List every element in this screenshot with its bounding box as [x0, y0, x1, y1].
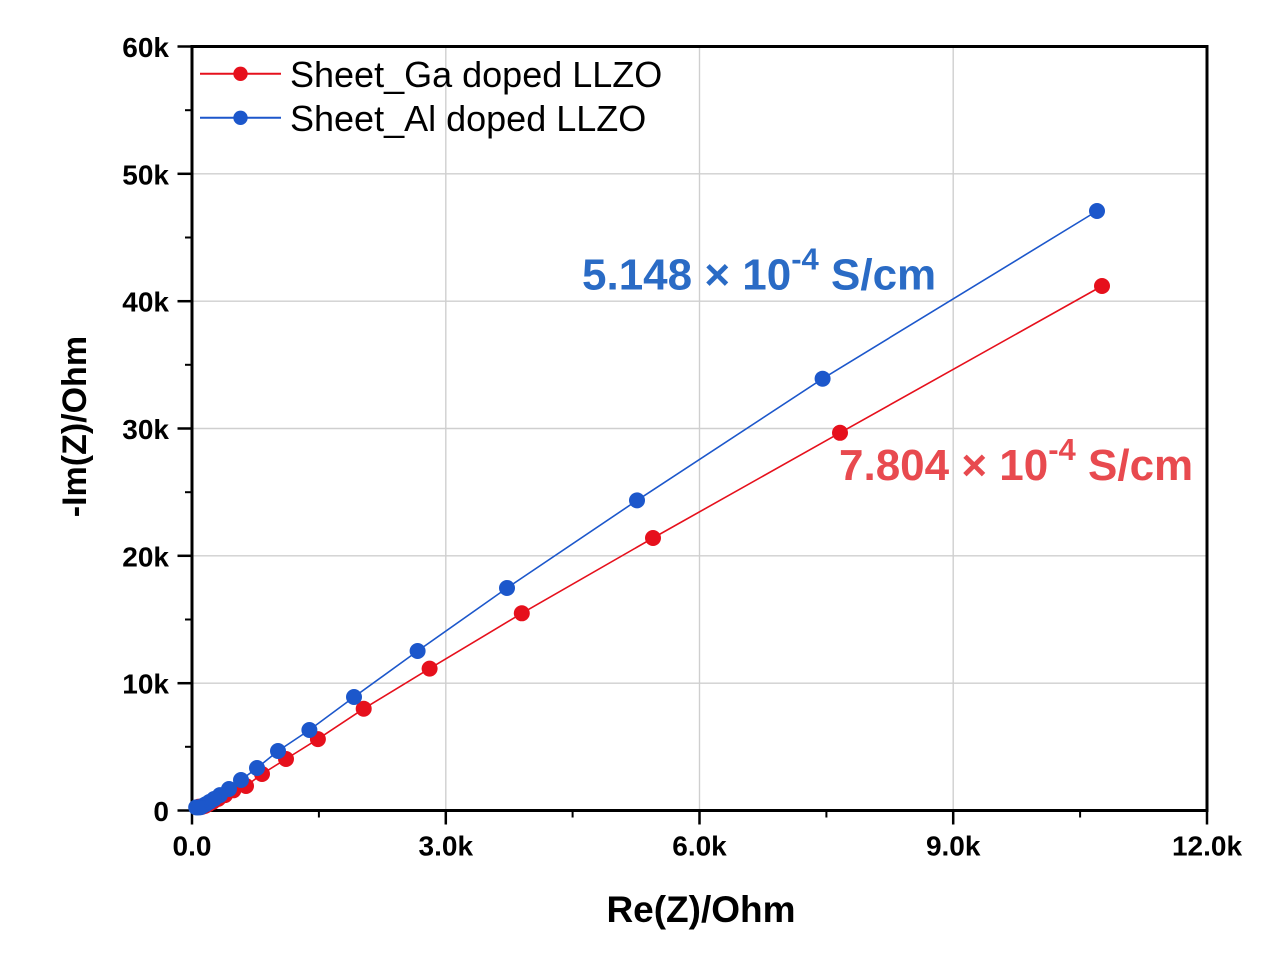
svg-text:10k: 10k	[122, 669, 169, 700]
svg-text:6.0k: 6.0k	[672, 831, 727, 862]
svg-text:20k: 20k	[122, 541, 169, 572]
svg-text:-Im(Z)/Ohm: -Im(Z)/Ohm	[56, 336, 94, 517]
svg-text:12.0k: 12.0k	[1172, 831, 1242, 862]
svg-text:60k: 60k	[122, 32, 169, 63]
svg-text:Re(Z)/Ohm: Re(Z)/Ohm	[606, 889, 795, 930]
svg-text:30k: 30k	[122, 414, 169, 445]
svg-text:7.804 × 10-4 S/cm: 7.804 × 10-4 S/cm	[839, 432, 1193, 490]
svg-text:5.148 × 10-4 S/cm: 5.148 × 10-4 S/cm	[582, 242, 936, 300]
svg-text:9.0k: 9.0k	[926, 831, 981, 862]
svg-text:3.0k: 3.0k	[419, 831, 474, 862]
svg-text:Sheet_Al doped LLZO: Sheet_Al doped LLZO	[290, 98, 646, 139]
svg-text:40k: 40k	[122, 287, 169, 318]
svg-text:0.0: 0.0	[173, 831, 212, 862]
svg-text:Sheet_Ga doped LLZO: Sheet_Ga doped LLZO	[290, 54, 662, 95]
svg-text:0: 0	[153, 796, 169, 827]
svg-text:50k: 50k	[122, 159, 169, 190]
